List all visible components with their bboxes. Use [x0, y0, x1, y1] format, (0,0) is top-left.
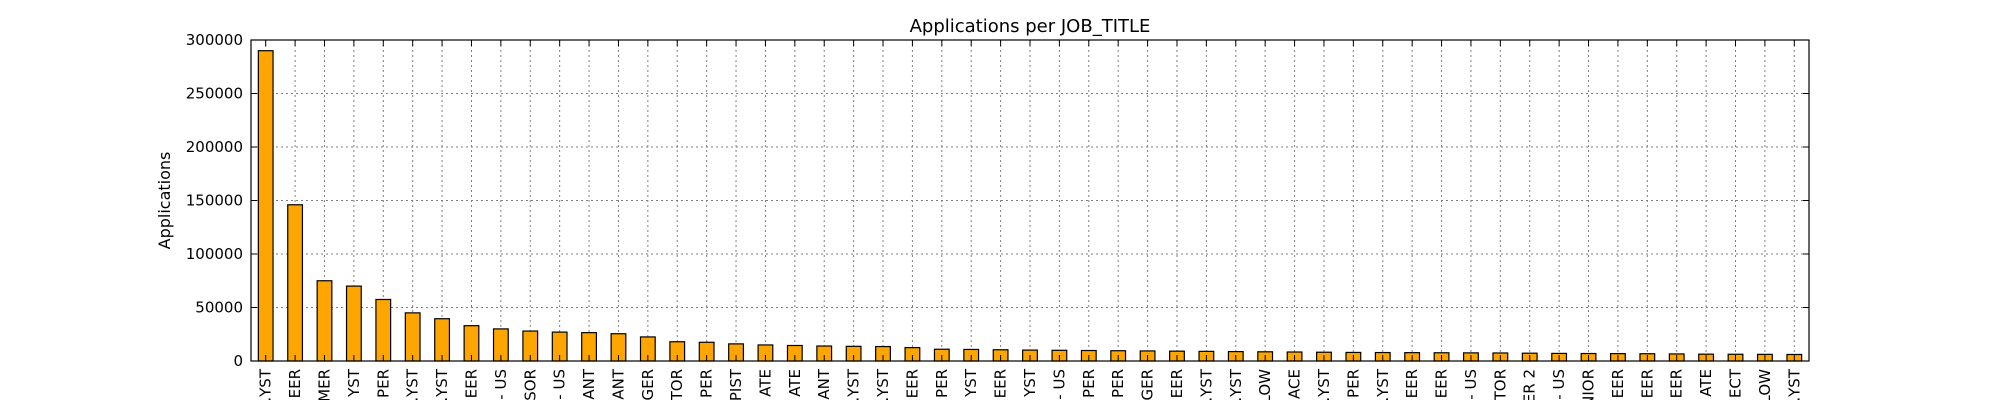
x-tick-label: YST [1021, 368, 1039, 398]
x-tick-label: ANT [580, 368, 598, 399]
x-tick-label: .YST [1315, 368, 1333, 400]
x-tick-label: MER [315, 369, 333, 400]
x-tick-label: .YST [1785, 368, 1803, 400]
bar [316, 280, 333, 362]
x-tick-label: ANT [609, 368, 627, 399]
x-tick-label: .YST [1227, 368, 1245, 400]
x-tick-label: PER [1109, 369, 1127, 398]
chart-title: Applications per JOB_TITLE [910, 16, 1151, 37]
x-tick-label: - US [492, 369, 510, 400]
x-tick-label: .YST [433, 368, 451, 400]
x-tick-label: - US [1462, 369, 1480, 400]
x-tick-label: LOW [1756, 369, 1774, 400]
y-tick-label: 50000 [195, 299, 243, 317]
x-tick-label: EER [1433, 369, 1451, 398]
x-tick-label: EER [1668, 369, 1686, 398]
x-tick-label: PER [374, 369, 392, 398]
x-tick-label: .YST [845, 368, 863, 400]
x-tick-label: EER [1638, 369, 1656, 398]
x-tick-label: .YST [257, 368, 275, 400]
x-tick-label: SOR [521, 369, 539, 400]
y-axis-ticks: 0 50000 100000 150000 200000 250000 300000 [186, 31, 1809, 370]
x-tick-label: EER [903, 369, 921, 398]
bar [434, 318, 451, 362]
grid-layer [251, 40, 1809, 361]
x-tick-label: ATE [756, 369, 774, 397]
bar [257, 50, 274, 362]
x-tick-label: ATE [786, 369, 804, 397]
x-tick-label: TOR [1491, 369, 1509, 400]
y-tick-label: 0 [233, 352, 243, 370]
bar [287, 204, 304, 362]
x-tick-label: ANT [815, 368, 833, 399]
x-tick-label: EER [1403, 369, 1421, 398]
x-tick-label: TOR [668, 369, 686, 400]
x-tick-label: PER [933, 369, 951, 398]
x-tick-label: GER [1139, 369, 1157, 400]
x-tick-label: PER [698, 369, 716, 398]
x-axis-ticks: .YST EER MER YST PER .YST .YST EER - US SOR - US AN… [257, 40, 1803, 400]
x-tick-label: EER [286, 369, 304, 398]
y-tick-label: 200000 [186, 138, 243, 156]
x-tick-label: .YST [874, 368, 892, 400]
x-tick-label: .YST [404, 368, 422, 400]
bar [404, 312, 421, 362]
y-axis-label: Applications [155, 152, 174, 250]
y-tick-label: 100000 [186, 245, 243, 263]
bar [345, 285, 362, 362]
x-tick-label: EER [992, 369, 1010, 398]
x-tick-label: - US [551, 369, 569, 400]
x-tick-label: YST [962, 368, 980, 398]
x-tick-label: PER [1080, 369, 1098, 398]
x-tick-label: NIOR [1580, 369, 1598, 400]
x-tick-label: GER [639, 369, 657, 400]
x-tick-label: PER [1344, 369, 1362, 398]
x-tick-label: - US [1550, 369, 1568, 400]
x-tick-label: .YST [1374, 368, 1392, 400]
x-tick-label: ER 2 [1521, 369, 1539, 400]
x-tick-label: EER [1609, 369, 1627, 398]
x-tick-label: ECT [1727, 368, 1745, 398]
bar [375, 298, 392, 362]
y-tick-label: 250000 [186, 85, 243, 103]
x-tick-label: - US [1050, 369, 1068, 400]
y-tick-label: 150000 [186, 192, 243, 210]
x-tick-label: PIST [727, 368, 745, 400]
x-tick-label: YST [345, 368, 363, 398]
x-tick-label: LOW [1256, 369, 1274, 400]
x-tick-label: EER [1168, 369, 1186, 398]
y-tick-label: 300000 [186, 31, 243, 49]
x-tick-label: .YST [1197, 368, 1215, 400]
x-tick-label: EER [462, 369, 480, 398]
x-tick-label: ATE [1697, 369, 1715, 397]
x-tick-label: ACE [1286, 369, 1304, 399]
